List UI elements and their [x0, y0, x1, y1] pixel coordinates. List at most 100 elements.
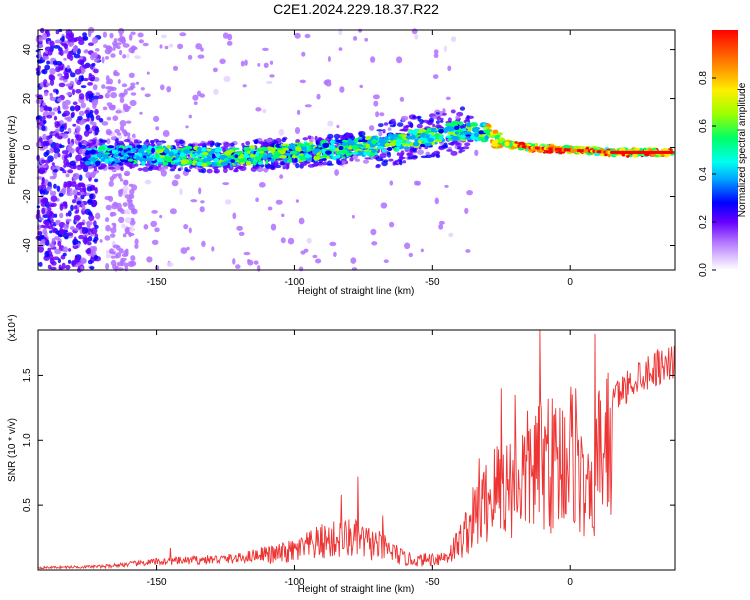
- spectrogram-ridge-blob: [317, 152, 321, 155]
- spectrogram-ridge-blob: [399, 134, 408, 137]
- spectrogram-noise-blob: [57, 153, 61, 158]
- spectrogram-noise-blob: [140, 87, 145, 91]
- spectrogram-ridge-blob: [321, 149, 326, 153]
- spectrogram-noise-blob: [122, 189, 128, 197]
- spectrogram-ridge-blob: [359, 152, 364, 156]
- spectrogram-ridge-blob: [465, 134, 471, 137]
- spectrogram-ridge-blob: [283, 157, 290, 161]
- spectrogram-noise-blob: [71, 88, 76, 96]
- spectrogram-halo-blob: [442, 112, 447, 116]
- spectrogram-ridge-blob: [136, 144, 143, 149]
- spectrogram-noise-blob: [94, 224, 99, 229]
- spectrogram-noise-blob: [269, 60, 274, 65]
- spectrogram-ridge-blob: [433, 141, 438, 145]
- spectrogram-noise-blob: [334, 169, 339, 176]
- spectrogram-noise-blob: [86, 247, 91, 254]
- spectrogram-noise-blob: [85, 94, 89, 101]
- spectrogram-noise-blob: [85, 171, 92, 179]
- spectrogram-noise-blob: [128, 34, 133, 41]
- spectrogram-noise-blob: [160, 84, 165, 91]
- spectrogram-noise-blob: [329, 241, 337, 247]
- spectrogram-noise-blob: [327, 120, 334, 127]
- spectrogram-noise-blob: [124, 209, 129, 215]
- spectrogram-noise-blob: [238, 231, 245, 236]
- spectrogram-noise-blob: [107, 89, 111, 94]
- spectrogram-halo-blob: [245, 141, 251, 146]
- spectrogram-noise-blob: [243, 251, 251, 256]
- spectrogram-noise-blob: [73, 205, 78, 210]
- spectrogram-noise-blob: [111, 222, 117, 226]
- snr-panel: -150 -100 -50 0 0.5 1.0 1.5 Height of straight…: [7, 314, 676, 595]
- spectrogram-ridge-blob: [132, 159, 138, 165]
- spectrogram-noise-blob: [304, 33, 311, 39]
- spectrogram-halo-blob: [436, 125, 443, 129]
- spectrogram-noise-blob: [115, 110, 122, 114]
- spectrogram-noise-blob: [270, 223, 277, 231]
- spectrogram-noise-blob: [153, 115, 160, 122]
- spectrogram-noise-blob: [50, 141, 57, 149]
- spectrogram-noise-blob: [119, 178, 124, 182]
- x-tick-label: -150: [147, 577, 167, 588]
- spectrogram-noise-blob: [66, 191, 73, 197]
- spectrogram-ridge-blob: [410, 134, 416, 140]
- spectrogram-noise-blob: [38, 167, 45, 175]
- spectrogram-ridge-blob: [384, 136, 389, 141]
- spectrogram-noise-blob: [77, 115, 83, 121]
- spectrogram-noise-blob: [80, 266, 84, 272]
- spectrogram-noise-blob: [162, 130, 170, 137]
- spectrogram-ridge-blob: [322, 142, 330, 149]
- spectrogram-noise-blob: [78, 222, 85, 226]
- spectrogram-noise-blob: [180, 247, 188, 255]
- spectrogram-halo-blob: [399, 160, 403, 166]
- spectrogram-noise-blob: [56, 185, 61, 192]
- spectrogram-noise-blob: [80, 257, 87, 264]
- spectrogram-ridge-blob: [328, 145, 336, 150]
- spectrogram-ridge-blob: [480, 137, 486, 143]
- spectrogram-noise-blob: [89, 266, 95, 270]
- spectrogram-noise-blob: [64, 99, 71, 106]
- spectrogram-noise-blob: [299, 79, 306, 84]
- spectrogram-noise-blob: [121, 83, 128, 88]
- spectrogram-noise-blob: [58, 82, 66, 88]
- spectrogram-noise-blob: [59, 212, 64, 219]
- spectrogram-noise-blob: [115, 252, 122, 259]
- spectrogram-noise-blob: [474, 149, 479, 156]
- spectrogram-noise-blob: [126, 53, 130, 59]
- spectrogram-noise-blob: [51, 162, 55, 166]
- spectrogram-noise-blob: [66, 232, 74, 237]
- spectrogram-halo-blob: [382, 129, 386, 134]
- spectrogram-ridge-blob: [214, 148, 221, 153]
- spectrogram-noise-blob: [58, 77, 64, 81]
- spectrogram-noise-blob: [92, 200, 97, 206]
- spectrogram-noise-blob: [89, 120, 93, 125]
- spectrogram-noise-blob: [131, 207, 136, 214]
- spectrogram-noise-blob: [298, 217, 305, 225]
- spectrogram-halo-blob: [271, 162, 279, 167]
- spectrogram-noise-blob: [211, 246, 215, 252]
- spectrogram-ridge-blob: [303, 146, 307, 152]
- spectrogram-noise-blob: [49, 79, 55, 86]
- spectrogram-halo-blob: [133, 139, 139, 144]
- spectrogram-noise-blob: [61, 35, 65, 42]
- spectrogram-ridge-blob: [160, 146, 165, 150]
- spectrogram-noise-blob: [226, 40, 233, 46]
- spectrogram-noise-blob: [213, 88, 219, 95]
- spectrogram-noise-blob: [123, 88, 128, 96]
- spectrogram-noise-blob: [101, 56, 105, 64]
- spectrogram-noise-blob: [255, 107, 262, 112]
- spectrogram-halo-blob: [467, 139, 474, 143]
- spectrogram-noise-blob: [244, 59, 248, 66]
- spectrogram-ridge-blob: [430, 127, 437, 131]
- spectrogram-noise-blob: [128, 227, 136, 232]
- spectrogram-ridge-blob: [151, 147, 156, 153]
- spectrogram-noise-blob: [53, 183, 57, 189]
- spectrogram-ridge-blob: [241, 154, 245, 159]
- spectrogram-noise-blob: [53, 213, 58, 218]
- spectrogram-noise-blob: [353, 36, 358, 41]
- spectrogram-noise-blob: [48, 203, 55, 208]
- spectrogram-ridge-blob: [363, 151, 367, 156]
- spectrogram-ridge-blob: [371, 138, 377, 145]
- spectrogram-noise-blob: [327, 56, 331, 62]
- spectrogram-noise-blob: [105, 249, 110, 255]
- spectrogram-noise-blob: [117, 79, 121, 84]
